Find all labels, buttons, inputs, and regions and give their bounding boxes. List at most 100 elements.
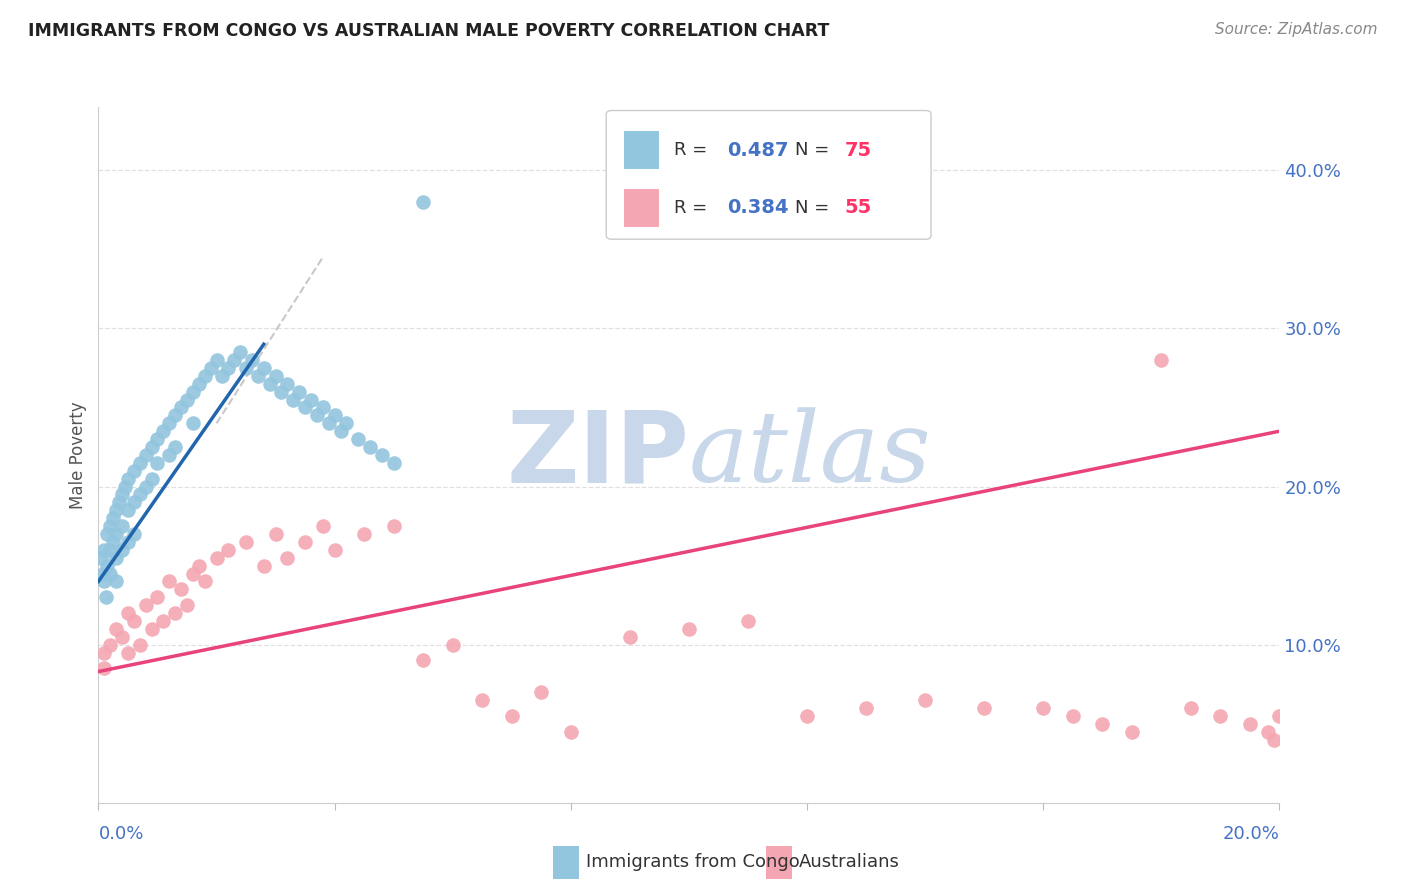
Text: ZIP: ZIP [506, 407, 689, 503]
Point [146, 591, 169, 605]
Point [323, 409, 346, 423]
Point [205, 550, 228, 565]
Point [441, 638, 464, 652]
Point [103, 534, 125, 549]
Point [229, 345, 252, 359]
Point [855, 701, 877, 715]
Point [312, 401, 335, 415]
Text: 0.0%: 0.0% [98, 825, 143, 843]
Point [93, 574, 115, 589]
Point [93, 542, 115, 557]
Point [170, 582, 193, 597]
Point [619, 630, 641, 644]
Point [264, 527, 287, 541]
Point [181, 566, 204, 581]
Point [353, 527, 375, 541]
Point [235, 360, 257, 375]
Point [105, 574, 128, 589]
Point [1263, 732, 1285, 747]
Text: N =: N = [796, 199, 835, 217]
Point [1121, 724, 1143, 739]
Point [240, 353, 263, 368]
Point [128, 487, 150, 501]
Point [412, 194, 434, 209]
Point [176, 392, 198, 407]
Point [224, 353, 246, 368]
Point [96, 558, 118, 573]
Point [187, 376, 209, 391]
Point [737, 614, 759, 628]
Text: R =: R = [673, 199, 713, 217]
Point [471, 693, 494, 707]
Point [141, 440, 163, 454]
Point [141, 472, 163, 486]
Point [371, 448, 394, 462]
Point [382, 456, 405, 470]
Point [128, 638, 150, 652]
Text: IMMIGRANTS FROM CONGO VS AUSTRALIAN MALE POVERTY CORRELATION CHART: IMMIGRANTS FROM CONGO VS AUSTRALIAN MALE… [28, 22, 830, 40]
Point [117, 472, 139, 486]
Point [105, 503, 128, 517]
Point [181, 384, 204, 399]
Point [157, 448, 180, 462]
Point [276, 550, 298, 565]
Point [678, 622, 700, 636]
Point [501, 708, 523, 723]
Point [94, 591, 117, 605]
Point [114, 479, 136, 493]
Point [335, 417, 357, 431]
Point [1209, 708, 1232, 723]
FancyBboxPatch shape [606, 111, 931, 239]
Point [253, 558, 276, 573]
Point [111, 630, 134, 644]
Point [914, 693, 936, 707]
Text: atlas: atlas [689, 408, 932, 502]
Point [200, 360, 222, 375]
Y-axis label: Male Poverty: Male Poverty [69, 401, 87, 508]
Point [98, 542, 121, 557]
Bar [624, 131, 659, 169]
Point [117, 534, 139, 549]
Text: Australians: Australians [799, 853, 900, 871]
Point [194, 368, 217, 383]
Point [294, 401, 316, 415]
Point [217, 360, 239, 375]
Point [530, 685, 553, 699]
Point [122, 614, 145, 628]
Point [93, 661, 115, 675]
Text: Source: ZipAtlas.com: Source: ZipAtlas.com [1215, 22, 1378, 37]
Point [90, 550, 112, 565]
Bar [624, 189, 659, 227]
Point [211, 368, 233, 383]
Point [152, 424, 174, 438]
Point [165, 409, 187, 423]
Point [1257, 724, 1279, 739]
Text: 20.0%: 20.0% [1223, 825, 1279, 843]
Text: 55: 55 [845, 198, 872, 218]
Point [105, 527, 128, 541]
Point [91, 566, 114, 581]
Point [347, 432, 370, 446]
Point [1268, 708, 1291, 723]
Point [117, 646, 139, 660]
Text: Immigrants from Congo: Immigrants from Congo [586, 853, 800, 871]
Point [205, 353, 228, 368]
Point [329, 424, 352, 438]
Point [98, 519, 121, 533]
Point [108, 495, 131, 509]
Point [1180, 701, 1202, 715]
Point [128, 456, 150, 470]
Point [796, 708, 818, 723]
Text: R =: R = [673, 141, 713, 159]
Point [141, 622, 163, 636]
Bar [553, 846, 579, 880]
Point [122, 464, 145, 478]
Point [382, 519, 405, 533]
Point [264, 368, 287, 383]
Point [299, 392, 322, 407]
Point [973, 701, 995, 715]
Text: N =: N = [796, 141, 835, 159]
Point [157, 417, 180, 431]
Point [181, 417, 204, 431]
Point [235, 534, 257, 549]
